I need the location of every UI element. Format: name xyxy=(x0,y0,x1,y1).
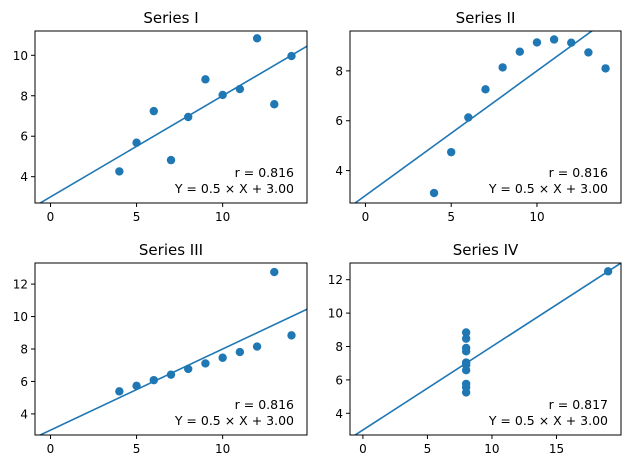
x-tick-label: 5 xyxy=(133,442,141,456)
panel-title: Series II xyxy=(456,9,516,27)
y-tick-label: 8 xyxy=(20,343,28,357)
data-point xyxy=(584,48,593,57)
equation-annotation: Y = 0.5 × X + 3.00 xyxy=(174,413,294,428)
data-point xyxy=(270,267,279,277)
data-point xyxy=(461,334,471,343)
data-point xyxy=(461,383,471,392)
data-point xyxy=(115,167,124,176)
correlation-annotation: r = 0.816 xyxy=(549,165,608,180)
data-point xyxy=(603,267,613,276)
data-point xyxy=(184,364,193,374)
y-tick-label: 10 xyxy=(328,307,343,321)
data-point xyxy=(515,47,525,56)
data-point xyxy=(218,353,227,362)
x-tick-label: 5 xyxy=(424,442,432,456)
data-point xyxy=(549,35,559,44)
data-point xyxy=(464,113,473,122)
data-point xyxy=(166,370,176,379)
axes-frame xyxy=(34,30,308,204)
data-point xyxy=(149,106,158,116)
x-tick-label: 0 xyxy=(47,210,55,224)
x-tick-label: 10 xyxy=(215,210,230,224)
data-point xyxy=(201,75,210,84)
x-tick-label: 5 xyxy=(133,210,141,224)
x-tick-label: 0 xyxy=(47,442,55,456)
x-tick-label: 10 xyxy=(484,442,499,456)
regression-line xyxy=(353,31,594,203)
y-tick-label: 8 xyxy=(20,89,28,103)
correlation-annotation: r = 0.817 xyxy=(549,397,608,412)
x-tick-label: 10 xyxy=(215,442,230,456)
y-tick-label: 6 xyxy=(20,375,28,389)
data-point xyxy=(184,112,193,122)
data-point xyxy=(132,138,141,147)
equation-annotation: Y = 0.5 × X + 3.00 xyxy=(488,181,608,196)
data-point xyxy=(567,38,576,47)
data-point xyxy=(149,375,158,385)
x-tick-label: 0 xyxy=(359,442,367,456)
y-tick-label: 4 xyxy=(335,164,343,178)
data-point xyxy=(252,34,262,43)
panel-title: Series III xyxy=(139,241,203,259)
data-point xyxy=(115,387,124,396)
y-tick-label: 4 xyxy=(20,407,28,421)
y-tick-label: 10 xyxy=(13,310,28,324)
data-point xyxy=(429,188,439,198)
x-tick-label: 0 xyxy=(362,210,370,224)
correlation-annotation: r = 0.816 xyxy=(235,397,294,412)
data-point xyxy=(461,328,471,337)
regression-line xyxy=(38,45,307,203)
axes-frame xyxy=(349,30,622,204)
x-tick-label: 15 xyxy=(549,442,564,456)
data-point xyxy=(532,38,542,47)
x-tick-label: 10 xyxy=(529,210,544,224)
data-point xyxy=(218,90,227,100)
y-tick-label: 8 xyxy=(335,340,343,354)
y-tick-label: 6 xyxy=(335,114,343,128)
data-point xyxy=(461,360,471,370)
axes-frame xyxy=(349,262,622,436)
data-point xyxy=(601,64,610,73)
data-point xyxy=(287,51,296,61)
panel-title: Series IV xyxy=(453,241,519,259)
data-point xyxy=(270,100,279,109)
data-point xyxy=(166,155,176,165)
correlation-annotation: r = 0.816 xyxy=(235,165,294,180)
data-point xyxy=(235,84,245,94)
data-point xyxy=(252,342,262,351)
x-tick-label: 5 xyxy=(447,210,455,224)
data-point xyxy=(461,343,471,353)
y-tick-label: 6 xyxy=(335,373,343,387)
y-tick-label: 4 xyxy=(335,407,343,421)
y-tick-label: 6 xyxy=(20,130,28,144)
equation-annotation: Y = 0.5 × X + 3.00 xyxy=(174,181,294,196)
data-point xyxy=(235,347,245,357)
data-point xyxy=(287,331,296,340)
y-tick-label: 12 xyxy=(328,273,343,287)
data-point xyxy=(481,85,490,94)
data-point xyxy=(446,147,456,157)
equation-annotation: Y = 0.5 × X + 3.00 xyxy=(488,413,608,428)
y-tick-label: 4 xyxy=(20,170,28,184)
panel-title: Series I xyxy=(143,9,198,27)
data-point xyxy=(132,381,141,391)
regression-line xyxy=(353,263,621,435)
data-point xyxy=(498,63,507,72)
y-tick-label: 10 xyxy=(13,49,28,63)
y-tick-label: 12 xyxy=(13,278,28,292)
data-point xyxy=(201,359,210,368)
y-tick-label: 8 xyxy=(335,64,343,78)
